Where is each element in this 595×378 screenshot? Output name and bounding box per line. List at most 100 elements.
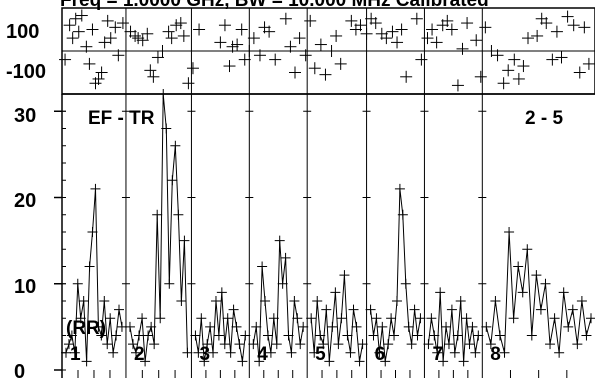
amplitude-line-segment-2: [129, 93, 188, 362]
phase-point-19: [129, 29, 142, 42]
phase-point-38: [226, 40, 239, 53]
amp-point-4-2: [254, 356, 265, 367]
phase-point-67: [380, 32, 393, 45]
amp-point-6-11: [397, 209, 408, 220]
amp-point-5-16: [354, 356, 365, 367]
amp-point-8-9: [522, 244, 533, 255]
amplitude-line-segment-1: [65, 188, 123, 362]
amplitude-line-segment-4: [252, 240, 304, 362]
phase-point-34: [193, 23, 206, 36]
phase-point-57: [325, 45, 338, 57]
phase-point-62: [354, 19, 367, 32]
phase-point-16: [112, 49, 125, 62]
amp-tick-10: 10: [14, 276, 36, 298]
phase-point-41: [238, 53, 251, 66]
phase-point-90: [508, 53, 521, 66]
phase-point-92: [517, 60, 530, 73]
amp-point-2-19: [182, 347, 193, 358]
phase-point-46: [263, 25, 276, 38]
amp-point-3-16: [237, 356, 248, 367]
phase-point-48: [279, 12, 292, 25]
amp-point-7-9: [449, 347, 460, 358]
amp-point-5-8: [330, 287, 341, 298]
amp-point-8-17: [558, 287, 569, 298]
amp-point-4-11: [280, 252, 291, 263]
amp-point-1-15: [105, 313, 116, 324]
amp-point-7-7: [443, 339, 454, 350]
phase-point-21: [136, 34, 149, 47]
amp-point-1-7: [81, 356, 92, 367]
phase-point-69: [391, 36, 404, 49]
amp-point-2-8: [149, 339, 160, 350]
amp-point-4-1: [251, 321, 262, 332]
amp-point-8-6: [508, 313, 519, 324]
amp-point-2-16: [173, 209, 184, 220]
amp-point-2-17: [176, 296, 187, 306]
phase-point-50: [288, 66, 301, 79]
phase-point-10: [92, 72, 105, 85]
phase-point-37: [223, 60, 236, 73]
phase-point-6: [80, 40, 93, 53]
phase-point-39: [231, 38, 244, 51]
phase-point-65: [369, 17, 382, 30]
phase-point-76: [430, 36, 443, 49]
amp-point-8-11: [531, 270, 542, 281]
phase-point-100: [561, 10, 574, 23]
amp-point-3-10: [219, 339, 230, 350]
phase-point-44: [253, 49, 266, 62]
amp-point-7-8: [446, 304, 457, 315]
amp-point-3-0: [190, 330, 201, 341]
phase-point-13: [101, 14, 114, 27]
amp-point-8-20: [572, 339, 583, 350]
phase-point-80: [451, 79, 464, 92]
phase-point-14: [104, 32, 117, 45]
amp-point-2-5: [140, 356, 151, 367]
phase-point-29: [170, 19, 183, 32]
amp-point-8-19: [567, 304, 578, 315]
phase-point-5: [75, 9, 88, 22]
phase-point-79: [445, 23, 458, 36]
amp-point-8-5: [504, 227, 515, 237]
time-range-label: 2 - 5: [525, 108, 563, 129]
amp-point-7-10: [452, 330, 463, 341]
amp-tick-30: 30: [14, 105, 36, 127]
phase-point-11: [95, 66, 108, 79]
amp-point-7-0: [423, 339, 434, 350]
amp-point-4-7: [268, 313, 279, 324]
segment-label-7: 7: [432, 344, 443, 365]
phase-point-35: [214, 36, 227, 49]
phase-point-103: [578, 21, 591, 34]
amp-point-8-23: [586, 313, 595, 324]
amp-point-5-15: [351, 321, 362, 332]
amp-point-2-10: [155, 313, 166, 324]
amp-point-6-0: [365, 304, 376, 315]
amp-point-3-1: [193, 347, 204, 358]
phase-point-86: [485, 45, 498, 57]
phase-point-3: [69, 12, 82, 25]
amp-point-6-9: [391, 296, 402, 306]
phase-point-73: [415, 53, 428, 66]
phase-point-33: [186, 62, 199, 75]
amp-point-4-4: [260, 296, 271, 306]
segment-label-1: 1: [70, 344, 81, 365]
phase-point-97: [546, 53, 559, 66]
phase-point-60: [345, 14, 358, 27]
phase-points: [59, 9, 595, 92]
phase-point-0: [59, 53, 72, 66]
phase-point-49: [284, 40, 297, 53]
amp-point-7-14: [464, 339, 475, 350]
segment-label-3: 3: [199, 344, 210, 365]
phase-point-99: [555, 51, 568, 64]
amp-point-3-6: [208, 347, 219, 358]
phase-point-20: [132, 32, 145, 45]
amp-point-4-0: [248, 339, 259, 350]
amp-point-3-5: [205, 321, 216, 332]
amp-point-7-4: [435, 287, 446, 298]
amp-point-1-5: [75, 313, 86, 324]
amp-point-5-0: [306, 313, 317, 324]
amp-point-1-1: [63, 339, 74, 350]
phase-tick-100: 100: [6, 21, 39, 43]
phase-tick-neg100: -100: [6, 61, 46, 83]
amp-tick-20: 20: [14, 190, 36, 212]
phase-point-82: [461, 17, 474, 30]
